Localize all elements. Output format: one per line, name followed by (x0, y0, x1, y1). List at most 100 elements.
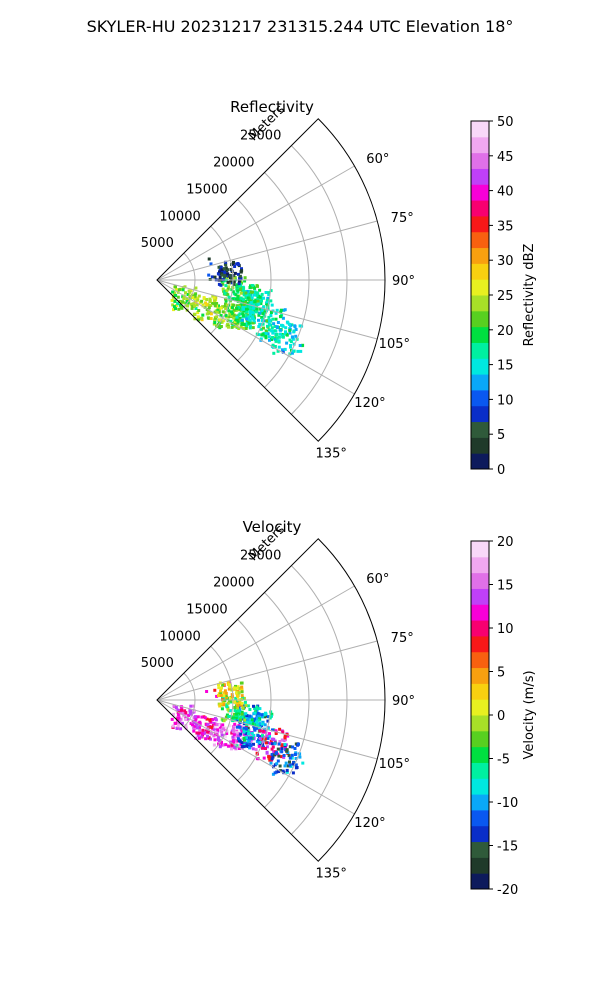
echo-cell (225, 315, 229, 319)
echo-cell (217, 738, 220, 742)
echo-cell (259, 307, 263, 311)
echo-cell (219, 691, 223, 694)
echo-cell (190, 306, 194, 310)
echo-cell (176, 716, 180, 720)
echo-cell (260, 333, 264, 337)
echo-cell (284, 326, 288, 330)
echo-cell (193, 317, 197, 321)
echo-cell (230, 314, 234, 318)
echo-cell (227, 285, 231, 289)
echo-cell (220, 707, 224, 711)
echo-cell (202, 732, 206, 736)
echo-cell (273, 345, 277, 348)
colorbar-swatch (471, 873, 489, 890)
echo-cell (292, 342, 296, 346)
echo-cell (232, 308, 236, 312)
echo-cell (192, 729, 196, 733)
echo-cell (228, 312, 232, 316)
echo-cell (283, 347, 287, 351)
echo-cell (171, 724, 175, 728)
echo-cell (217, 265, 221, 269)
echo-cell (260, 292, 264, 296)
colorbar-swatch (471, 556, 489, 574)
echo-cell (211, 294, 215, 298)
subplot-title: Reflectivity (230, 98, 314, 116)
echo-cell (193, 724, 197, 728)
reflectivity-panel: Reflectivity500010000150002000025000Mete… (141, 98, 537, 478)
echo-cell (232, 292, 236, 296)
echo-cell (301, 761, 305, 765)
echo-cell (177, 307, 181, 311)
echo-cell (291, 349, 295, 353)
echo-cell (225, 732, 229, 735)
echo-cell (224, 691, 228, 695)
echo-cell (240, 687, 244, 691)
echo-cell (214, 718, 218, 722)
echo-cell (206, 723, 210, 726)
echo-cell (275, 332, 279, 336)
echo-cell (235, 304, 239, 308)
echo-cell (255, 293, 259, 297)
echo-cell (278, 764, 282, 768)
echo-cell (217, 686, 221, 690)
sector-frame (156, 538, 386, 862)
echo-cell (240, 717, 244, 721)
echo-cell (227, 309, 231, 313)
echo-cell (236, 294, 240, 298)
echo-cell (268, 758, 272, 762)
colorbar-swatch (471, 152, 489, 169)
echo-cell (176, 724, 180, 728)
echo-cell (222, 694, 226, 698)
echo-cell (224, 717, 228, 721)
echo-cell (237, 263, 241, 267)
echo-cell (248, 313, 252, 316)
echo-cell (243, 279, 247, 283)
echo-cell (250, 718, 254, 722)
colorbar-swatch (471, 389, 489, 407)
colorbar-tick-label: -15 (497, 840, 518, 855)
echo-cell (235, 297, 238, 301)
echo-cell (200, 715, 204, 719)
echo-cell (282, 754, 286, 757)
echo-cell (223, 726, 227, 730)
echo-cell (261, 742, 265, 746)
echo-cell (277, 345, 281, 349)
echo-cell (275, 326, 279, 329)
echo-cell (196, 318, 200, 322)
echo-cell (208, 297, 212, 301)
echo-cell (267, 335, 271, 339)
echo-cell (195, 731, 199, 735)
echo-cell (264, 747, 267, 750)
echo-cell (294, 757, 298, 760)
echo-cell (255, 722, 259, 726)
echo-cell (232, 726, 236, 730)
echo-cell (179, 717, 183, 721)
echo-cell (274, 317, 278, 321)
echo-cell (186, 293, 190, 296)
echo-cell (174, 288, 178, 291)
echo-cell (232, 282, 236, 286)
echo-cell (200, 316, 204, 320)
echo-cell (246, 704, 250, 708)
echo-cell (196, 296, 200, 300)
echo-cell (214, 730, 218, 734)
echo-cell (239, 681, 243, 685)
echo-cell (240, 745, 244, 749)
echo-cell (197, 294, 201, 298)
echo-cell (174, 304, 178, 307)
echo-cell (269, 299, 273, 303)
echo-cell (215, 310, 219, 314)
echo-cell (223, 304, 227, 308)
echo-cell (244, 301, 247, 305)
echo-cell (233, 700, 237, 703)
echo-cell (187, 713, 191, 717)
echo-cell (231, 735, 235, 739)
echo-cell (235, 686, 239, 690)
echo-cell (243, 276, 247, 280)
echo-cell (181, 300, 185, 304)
echo-cell (218, 745, 222, 749)
echo-cell (240, 322, 244, 326)
echo-cell (253, 728, 257, 732)
echo-cell (233, 716, 237, 720)
echo-cell (245, 313, 249, 317)
